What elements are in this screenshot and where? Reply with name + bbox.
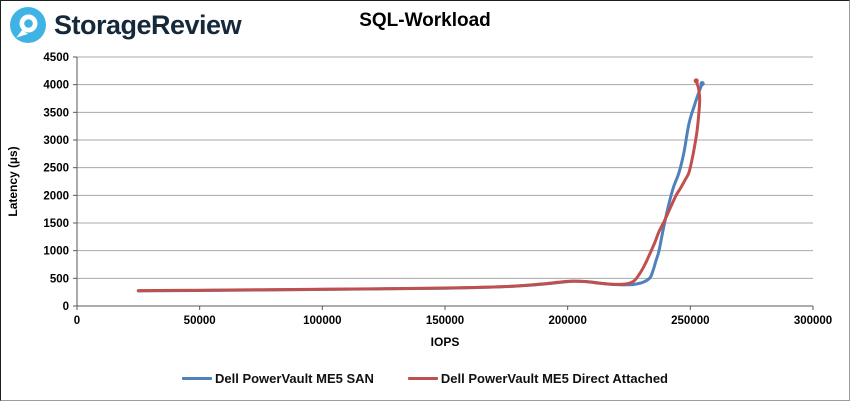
y-tick-label: 3500 — [43, 107, 69, 119]
y-tick-label: 2000 — [43, 190, 69, 202]
x-tick-label: 250000 — [671, 315, 709, 327]
legend-item: Dell PowerVault ME5 SAN — [181, 370, 374, 386]
brand-name: StorageReview — [54, 9, 242, 40]
y-tick-label: 4500 — [43, 52, 69, 64]
x-tick-label: 200000 — [548, 315, 586, 327]
series-endpoint-dot — [699, 80, 705, 87]
x-axis-title: IOPS — [431, 335, 460, 349]
x-tick-label: 50000 — [184, 315, 216, 327]
x-tick-label: 150000 — [426, 315, 464, 327]
y-tick-label: 500 — [50, 273, 69, 285]
series-endpoint-dot — [693, 78, 699, 84]
legend-label: Dell PowerVault ME5 SAN — [214, 370, 374, 386]
series-line — [136, 82, 704, 293]
line-chart: 0 500 1000 1500 2000 2500 3000 3500 4000 4500 0 500… — [6, 52, 832, 349]
y-tick-label: 2500 — [43, 163, 69, 175]
y-tick-label: 0 — [63, 301, 69, 313]
storagereview-brand: StorageReview — [9, 6, 242, 44]
series-line — [136, 79, 702, 293]
storagereview-logo-icon — [10, 7, 46, 43]
legend-swatch — [407, 376, 438, 380]
x-tick-label: 0 — [74, 315, 80, 327]
y-tick-label: 1000 — [43, 246, 69, 258]
y-tick-label: 4000 — [43, 80, 69, 92]
y-tick-label: 1500 — [43, 218, 69, 230]
chart-title: SQL-Workload — [359, 10, 491, 31]
legend-label: Dell PowerVault ME5 Direct Attached — [440, 370, 669, 386]
x-tick-label: 300000 — [794, 315, 832, 327]
y-axis-title: Latency (µs) — [6, 146, 20, 216]
legend-swatch — [181, 376, 212, 380]
y-tick-label: 3000 — [43, 135, 69, 147]
x-tick-label: 100000 — [303, 315, 341, 327]
legend-item: Dell PowerVault ME5 Direct Attached — [407, 370, 669, 386]
chart-legend: Dell PowerVault ME5 SAN Dell PowerVault M… — [1, 365, 849, 391]
